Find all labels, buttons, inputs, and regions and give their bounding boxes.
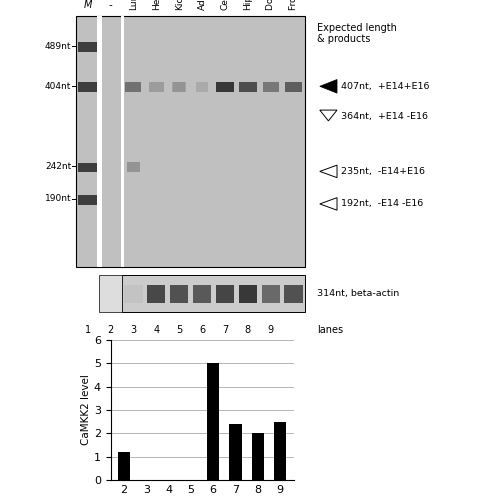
Text: 190nt: 190nt [45, 194, 71, 203]
Text: 3: 3 [130, 325, 136, 335]
Bar [122, 274, 305, 312]
Text: Heart: Heart [152, 0, 161, 10]
Bar [78, 82, 97, 92]
Text: M: M [84, 0, 92, 10]
Bar [78, 162, 97, 172]
Bar [262, 285, 280, 303]
Polygon shape [320, 80, 337, 93]
Bar [78, 195, 97, 205]
Bar [125, 82, 142, 92]
Polygon shape [320, 110, 337, 121]
Bar [193, 285, 211, 303]
Text: Expected length
& products: Expected length & products [317, 22, 397, 44]
Text: Lung: Lung [129, 0, 138, 10]
Text: 4: 4 [154, 325, 159, 335]
Bar [285, 82, 302, 92]
Bar [78, 42, 97, 52]
Text: -: - [109, 0, 113, 10]
Bar [196, 82, 208, 92]
Text: 404nt: 404nt [45, 82, 71, 91]
Text: Hippocampus: Hippocampus [244, 0, 252, 10]
Text: 489nt: 489nt [45, 42, 71, 51]
Bar [284, 285, 303, 303]
Text: lanes: lanes [317, 325, 343, 335]
Text: 2: 2 [107, 325, 114, 335]
Text: Frontal cortex: Frontal cortex [289, 0, 298, 10]
Bar [149, 82, 164, 92]
Text: 9: 9 [268, 325, 274, 335]
Bar [207, 364, 219, 480]
Text: 1: 1 [85, 325, 91, 335]
Bar [170, 285, 188, 303]
Y-axis label: CaMKK2 level: CaMKK2 level [81, 374, 91, 446]
Text: 314nt, beta-actin: 314nt, beta-actin [317, 289, 400, 298]
Text: Dorsal cortex: Dorsal cortex [266, 0, 275, 10]
Text: 364nt,  +E14 -E16: 364nt, +E14 -E16 [341, 112, 428, 121]
Bar [172, 82, 186, 92]
Bar [215, 82, 234, 92]
Polygon shape [320, 198, 337, 210]
Text: 242nt: 242nt [45, 162, 71, 171]
Polygon shape [320, 165, 337, 177]
Bar [263, 82, 279, 92]
Bar [216, 285, 234, 303]
Bar [97, 16, 102, 267]
Text: Cerebellum: Cerebellum [220, 0, 229, 10]
Text: 235nt,  -E14+E16: 235nt, -E14+E16 [341, 167, 425, 176]
Text: 8: 8 [245, 325, 251, 335]
Text: 5: 5 [176, 325, 183, 335]
Text: Kidney: Kidney [175, 0, 184, 10]
Bar [118, 452, 130, 480]
Bar [147, 285, 165, 303]
Bar [121, 16, 124, 267]
Text: 6: 6 [199, 325, 205, 335]
Bar [124, 285, 143, 303]
Bar [229, 424, 242, 480]
Bar [174, 82, 185, 92]
Bar [239, 285, 257, 303]
Text: 192nt,  -E14 -E16: 192nt, -E14 -E16 [341, 200, 423, 208]
Text: Adrenal: Adrenal [198, 0, 207, 10]
Bar [252, 434, 264, 480]
Bar [274, 422, 286, 480]
Bar [99, 274, 122, 312]
Bar [76, 16, 305, 266]
Text: 407nt,  +E14+E16: 407nt, +E14+E16 [341, 82, 430, 91]
Text: 7: 7 [222, 325, 228, 335]
Bar [126, 162, 140, 172]
Bar [239, 82, 257, 92]
